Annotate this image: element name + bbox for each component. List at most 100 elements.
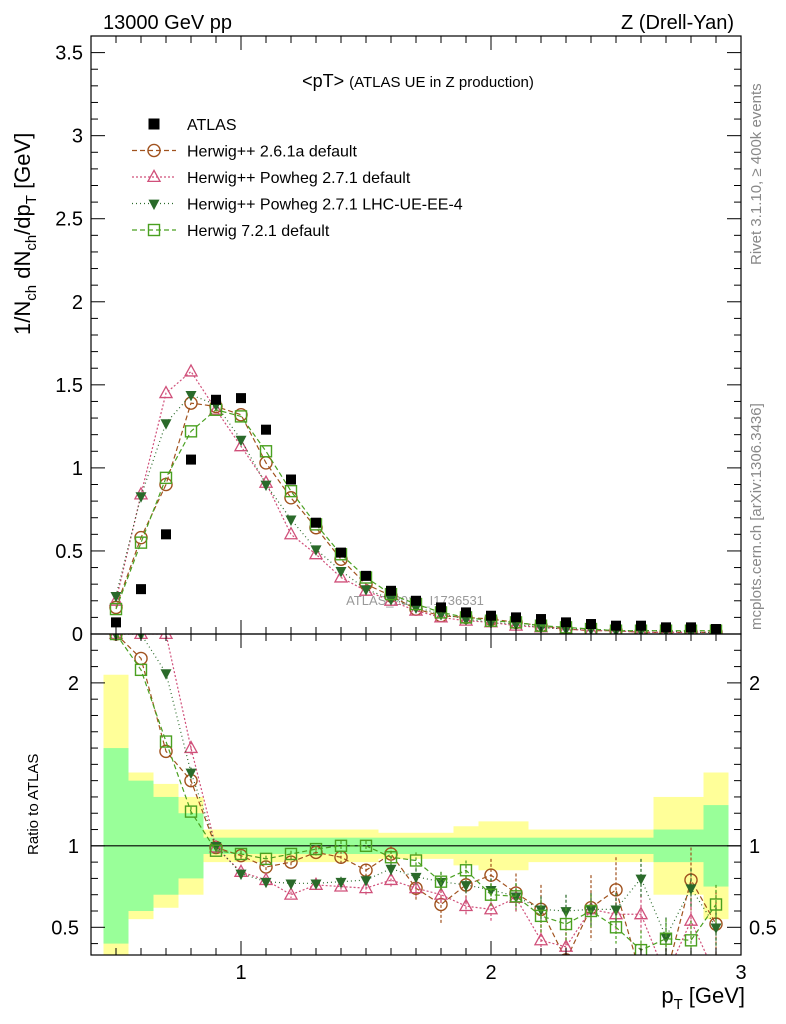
main-series-point xyxy=(385,595,397,606)
ratio-series-point xyxy=(410,872,422,884)
data-point xyxy=(161,529,171,540)
xlabel-unit: [GeV] xyxy=(689,983,745,1008)
main-series-point xyxy=(284,484,298,498)
legend-label: Herwig++ 2.6.1a default xyxy=(187,144,357,161)
chart-subtitle: (ATLAS UE in Z production) xyxy=(349,74,534,91)
main-series-point xyxy=(284,491,298,505)
data-point xyxy=(336,547,346,558)
ratio-series-point xyxy=(359,839,373,853)
main-series xyxy=(108,363,723,634)
legend-marker-atlas xyxy=(148,118,160,130)
y-tick-label-ratio: 2 xyxy=(68,673,79,695)
ratio-series-point xyxy=(685,884,697,895)
header-right-label: Z (Drell-Yan) xyxy=(621,12,734,34)
ratio-series-point xyxy=(510,892,522,903)
data-point xyxy=(461,607,471,618)
ylabel-part-c: dN xyxy=(10,251,35,285)
x-tick-label: 2 xyxy=(485,962,496,984)
main-series-point xyxy=(183,363,199,377)
ratio-series-line xyxy=(115,634,717,955)
ratio-series-point xyxy=(609,921,623,934)
ylabel-part-b: ch xyxy=(23,285,40,301)
data-point xyxy=(611,620,621,631)
main-series-point xyxy=(283,526,299,540)
ratio-series-point xyxy=(434,875,448,888)
data-point xyxy=(286,474,296,485)
y-tick-label-ratio-right: 2 xyxy=(749,673,760,695)
y-tick-label-main: 1.5 xyxy=(55,375,83,397)
ylabel-part-a: 1/N xyxy=(10,301,35,335)
ratio-series-point xyxy=(561,953,571,955)
y-tick-label-ratio: 1 xyxy=(68,836,79,858)
y-tick-label-ratio-right: 0.5 xyxy=(749,917,777,939)
ratio-series-point xyxy=(284,847,298,861)
legend-label: Herwig 7.2.1 default xyxy=(187,223,330,240)
y-tick-label-ratio-right: 1 xyxy=(749,836,760,858)
y-tick-label-main: 3 xyxy=(72,126,83,148)
data-point xyxy=(211,394,221,405)
header-left-label: 13000 GeV pp xyxy=(103,12,232,34)
main-series-point xyxy=(259,445,273,458)
data-point xyxy=(486,610,496,621)
ratio-series-point xyxy=(710,923,722,934)
chart-title: <pT> (ATLAS UE in Z production) xyxy=(302,71,534,91)
ratio-series-point xyxy=(159,744,173,759)
ratio-series-point xyxy=(584,904,598,918)
legend-marker xyxy=(146,169,162,183)
data-point xyxy=(386,585,396,596)
legend-entry: Herwig++ 2.6.1a default xyxy=(132,144,357,161)
legend-entry: Herwig++ Powheg 2.7.1 LHC-UE-EE-4 xyxy=(132,197,463,214)
ylabel-part-d: ch xyxy=(23,235,40,251)
legend: ATLAS Herwig++ 2.6.1a default Herwig++ Pow… xyxy=(132,117,463,240)
main-series-point xyxy=(134,536,148,549)
ylabel-part-e: /dp xyxy=(10,204,35,235)
ratio-series-point xyxy=(310,879,322,890)
main-series-point xyxy=(109,602,123,616)
main-series-point xyxy=(159,471,173,485)
main-series-point xyxy=(208,401,224,415)
ratio-series-point xyxy=(358,880,374,894)
ratio-series-point xyxy=(384,851,398,864)
legend-entry: Herwig++ Powheg 2.7.1 default xyxy=(132,169,411,187)
data-point xyxy=(636,620,646,631)
ratio-series-point xyxy=(560,907,572,918)
ratio-series-point xyxy=(684,934,698,947)
ratio-series-point xyxy=(385,864,397,876)
ratio-panel: 1 2 3 0.5 0.5 1 1 2 2 xyxy=(51,633,777,984)
data-point xyxy=(511,612,521,623)
ratio-series xyxy=(108,634,723,982)
main-series-point xyxy=(360,585,372,596)
ratio-series-point xyxy=(334,839,348,853)
ratio-series-point xyxy=(409,854,423,867)
main-series-point xyxy=(435,610,447,621)
ratio-series-point xyxy=(285,879,297,890)
ratio-series-point xyxy=(659,932,673,945)
main-series-point xyxy=(234,410,248,423)
legend-label: Herwig++ Powheg 2.7.1 LHC-UE-EE-4 xyxy=(187,197,463,214)
ratio-series-point xyxy=(283,886,299,900)
data-point xyxy=(261,424,271,435)
data-point xyxy=(236,393,246,404)
main-series-point xyxy=(110,591,122,603)
ratio-series-point xyxy=(408,880,424,894)
legend-marker xyxy=(147,223,161,237)
main-series-point xyxy=(335,567,347,578)
y-tick-label-main: 2 xyxy=(72,292,83,314)
main-series-point xyxy=(233,438,249,452)
y-tick-label-main: 0 xyxy=(72,624,83,646)
ratio-series-point xyxy=(610,905,622,916)
main-series-point xyxy=(135,492,147,503)
main-series-point xyxy=(260,480,272,492)
x-tick-label: 3 xyxy=(735,962,746,984)
legend-marker xyxy=(147,143,161,158)
ratio-series-point xyxy=(183,740,199,754)
main-series-point xyxy=(158,385,174,399)
main-series-point xyxy=(310,545,322,556)
data-point xyxy=(136,584,146,595)
main-series-point xyxy=(308,546,324,560)
ratio-y-axis-label: Ratio to ATLAS xyxy=(25,754,42,855)
ratio-series-point xyxy=(635,970,647,982)
ratio-series-point xyxy=(460,881,472,892)
x-axis-label: pT [GeV] xyxy=(661,983,745,1013)
